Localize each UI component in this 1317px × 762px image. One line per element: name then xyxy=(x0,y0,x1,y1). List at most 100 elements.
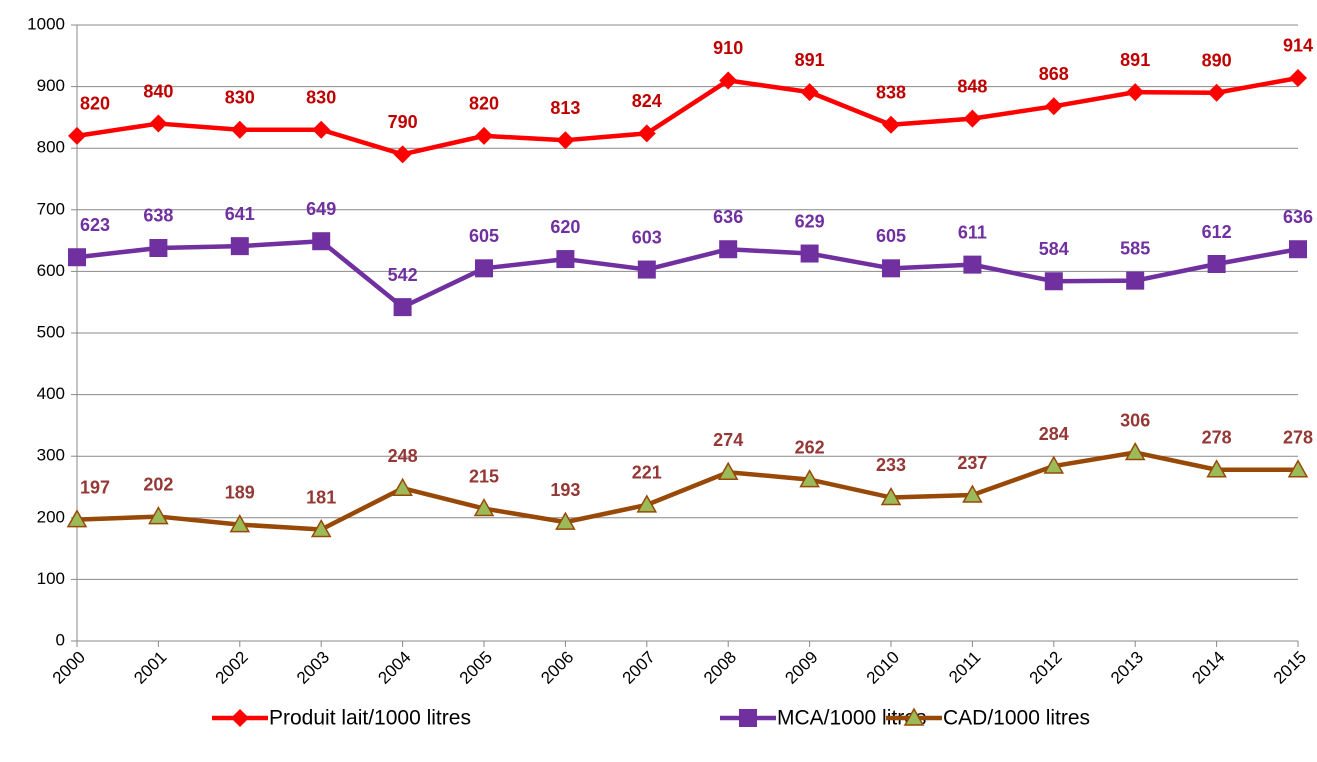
data-label: 868 xyxy=(1039,64,1069,84)
legend-label: CAD/1000 litres xyxy=(943,707,1090,730)
data-label: 306 xyxy=(1120,410,1150,430)
legend-marker xyxy=(739,709,757,727)
series-line xyxy=(76,238,1299,310)
marker xyxy=(719,71,738,90)
data-label: 813 xyxy=(550,98,580,118)
x-tick-label: 2015 xyxy=(1270,648,1310,688)
marker xyxy=(1287,459,1309,478)
x-tick-label: 2006 xyxy=(537,648,577,688)
marker xyxy=(555,511,576,530)
y-tick-label: 200 xyxy=(37,507,65,526)
marker xyxy=(719,240,738,259)
marker xyxy=(393,298,412,317)
data-label: 914 xyxy=(1283,36,1313,56)
marker xyxy=(1207,83,1226,102)
marker xyxy=(556,131,575,150)
marker xyxy=(1124,441,1146,461)
marker xyxy=(1044,97,1063,116)
data-label: 824 xyxy=(632,91,662,111)
data-label: 193 xyxy=(550,480,580,500)
data-label: 636 xyxy=(1283,207,1313,227)
marker xyxy=(800,244,819,263)
marker xyxy=(475,259,493,278)
x-tick-label: 2004 xyxy=(374,648,414,688)
x-tick-label: 2002 xyxy=(212,648,252,688)
y-tick-label: 1000 xyxy=(27,14,65,33)
marker xyxy=(148,506,169,525)
data-label: 891 xyxy=(1120,50,1150,70)
marker xyxy=(149,238,168,257)
data-label: 820 xyxy=(469,94,499,114)
data-label: 830 xyxy=(306,87,336,107)
marker xyxy=(637,124,656,143)
data-label: 584 xyxy=(1039,239,1069,259)
y-tick-label: 100 xyxy=(37,569,65,588)
data-label: 612 xyxy=(1202,222,1232,242)
y-tick-label: 300 xyxy=(37,446,65,465)
data-label: 189 xyxy=(225,482,255,502)
data-label: 623 xyxy=(80,215,110,235)
data-label: 542 xyxy=(388,265,418,285)
marker xyxy=(393,145,412,164)
data-label: 840 xyxy=(143,81,173,101)
marker xyxy=(68,248,86,267)
data-label: 248 xyxy=(388,446,418,466)
x-tick-label: 2005 xyxy=(456,648,496,688)
marker xyxy=(882,115,900,134)
marker xyxy=(799,469,820,488)
data-label: 641 xyxy=(225,204,255,224)
x-tick-label: 2001 xyxy=(130,648,170,688)
data-label: 233 xyxy=(876,455,906,475)
data-label: 274 xyxy=(713,430,743,450)
data-label: 790 xyxy=(388,112,418,132)
data-label: 221 xyxy=(632,463,662,483)
marker xyxy=(312,120,331,139)
marker xyxy=(800,83,819,102)
x-tick-label: 2003 xyxy=(293,648,333,688)
y-tick-label: 600 xyxy=(37,261,65,280)
legend-label: MCA/1000 litres xyxy=(777,707,926,730)
data-label: 278 xyxy=(1202,428,1232,448)
series-line xyxy=(76,450,1298,532)
x-tick-label: 2011 xyxy=(945,648,984,687)
data-label: 629 xyxy=(795,211,825,231)
marker xyxy=(230,120,249,139)
data-label: 891 xyxy=(795,50,825,70)
data-label: 838 xyxy=(876,83,906,103)
marker xyxy=(68,126,86,145)
y-tick-label: 500 xyxy=(37,322,65,341)
data-label: 278 xyxy=(1283,428,1313,448)
marker xyxy=(475,126,493,145)
marker xyxy=(229,514,251,533)
marker xyxy=(1044,272,1063,291)
marker xyxy=(963,109,982,128)
marker xyxy=(312,232,331,251)
legend-label: Produit lait/1000 litres xyxy=(269,707,471,730)
x-tick-label: 2012 xyxy=(1026,648,1066,688)
y-tick-label: 800 xyxy=(37,138,65,157)
data-label: 638 xyxy=(143,206,173,226)
marker xyxy=(882,259,900,278)
series-line xyxy=(76,75,1299,157)
marker xyxy=(1043,455,1065,474)
marker xyxy=(1126,271,1145,290)
data-label: 603 xyxy=(632,227,662,247)
y-tick-label: 0 xyxy=(56,630,65,649)
data-label: 605 xyxy=(876,226,906,246)
marker xyxy=(637,260,656,279)
marker xyxy=(149,114,168,133)
data-label: 620 xyxy=(550,217,580,237)
data-label: 181 xyxy=(306,487,336,507)
marker xyxy=(717,461,739,480)
data-label: 611 xyxy=(958,222,987,242)
x-tick-label: 2000 xyxy=(49,648,89,688)
data-label: 284 xyxy=(1039,424,1069,444)
marker xyxy=(473,498,495,517)
marker xyxy=(310,518,332,538)
marker xyxy=(1289,68,1307,87)
marker xyxy=(1206,459,1227,478)
x-tick-label: 2007 xyxy=(619,648,659,688)
data-label: 649 xyxy=(306,199,336,219)
legend-marker xyxy=(903,707,925,726)
